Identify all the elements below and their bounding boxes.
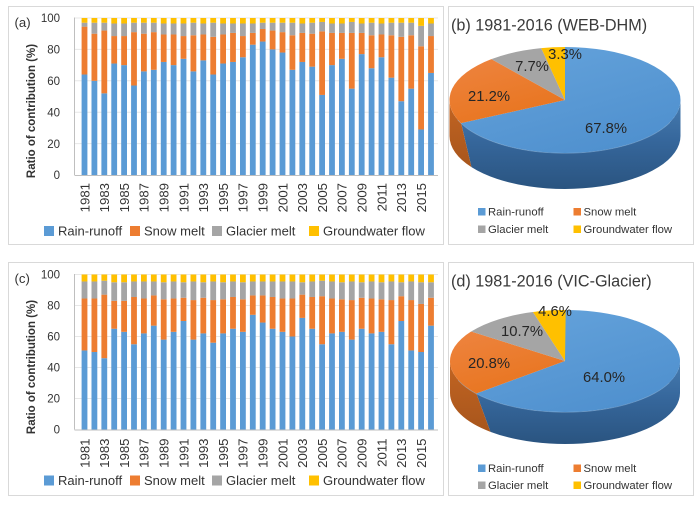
svg-text:Groundwater flow: Groundwater flow xyxy=(584,480,673,492)
svg-text:Glacier melt: Glacier melt xyxy=(226,224,296,239)
svg-text:2007: 2007 xyxy=(335,183,350,212)
svg-text:40: 40 xyxy=(47,107,60,119)
svg-text:Glacier melt: Glacier melt xyxy=(488,480,549,492)
svg-text:100: 100 xyxy=(41,270,60,282)
svg-text:80: 80 xyxy=(47,301,60,313)
svg-text:2011: 2011 xyxy=(374,183,389,211)
svg-text:Glacier melt: Glacier melt xyxy=(226,473,296,488)
svg-text:2013: 2013 xyxy=(394,183,409,212)
svg-text:1995: 1995 xyxy=(216,439,231,468)
svg-text:64.0%: 64.0% xyxy=(583,370,625,386)
svg-text:Groundwater flow: Groundwater flow xyxy=(323,224,425,239)
svg-text:Rain-runoff: Rain-runoff xyxy=(488,207,545,219)
svg-text:1985: 1985 xyxy=(117,439,132,468)
svg-text:20: 20 xyxy=(47,394,60,406)
svg-text:7.7%: 7.7% xyxy=(515,59,549,75)
svg-text:1987: 1987 xyxy=(137,439,152,468)
svg-text:2001: 2001 xyxy=(275,439,290,468)
svg-text:100: 100 xyxy=(41,13,60,25)
svg-text:2009: 2009 xyxy=(355,183,370,212)
svg-text:2011: 2011 xyxy=(374,439,389,467)
svg-text:Snow melt: Snow melt xyxy=(144,224,205,239)
svg-text:Rain-runoff: Rain-runoff xyxy=(58,224,122,239)
svg-text:1999: 1999 xyxy=(256,183,271,212)
svg-text:Snow melt: Snow melt xyxy=(144,473,205,488)
svg-text:(a): (a) xyxy=(15,15,31,30)
svg-text:Snow melt: Snow melt xyxy=(584,463,638,475)
svg-text:2013: 2013 xyxy=(394,439,409,468)
svg-text:21.2%: 21.2% xyxy=(468,89,510,105)
svg-text:1997: 1997 xyxy=(236,439,251,468)
svg-text:2001: 2001 xyxy=(275,183,290,212)
svg-text:Ratio of contribution (%): Ratio of contribution (%) xyxy=(26,44,38,178)
svg-text:Rain-runoff: Rain-runoff xyxy=(58,473,122,488)
svg-text:(c): (c) xyxy=(15,271,30,286)
svg-text:2003: 2003 xyxy=(295,439,310,468)
svg-text:1983: 1983 xyxy=(97,183,112,212)
svg-text:Snow melt: Snow melt xyxy=(584,207,638,219)
svg-text:10.7%: 10.7% xyxy=(501,324,543,340)
svg-text:2003: 2003 xyxy=(295,183,310,212)
svg-text:1989: 1989 xyxy=(157,439,172,468)
svg-text:Groundwater flow: Groundwater flow xyxy=(323,473,425,488)
svg-text:20.8%: 20.8% xyxy=(468,356,510,372)
svg-text:1981: 1981 xyxy=(77,439,92,468)
svg-text:1981: 1981 xyxy=(77,183,92,212)
svg-text:1993: 1993 xyxy=(196,439,211,468)
svg-text:0: 0 xyxy=(54,425,60,437)
svg-text:Ratio of contribution (%): Ratio of contribution (%) xyxy=(26,300,38,434)
svg-text:2005: 2005 xyxy=(315,183,330,212)
svg-text:1991: 1991 xyxy=(176,183,191,212)
svg-text:(b) 1981-2016 (WEB-DHM): (b) 1981-2016 (WEB-DHM) xyxy=(451,17,647,35)
svg-text:2015: 2015 xyxy=(414,439,429,468)
svg-text:1993: 1993 xyxy=(196,183,211,212)
svg-text:Groundwater flow: Groundwater flow xyxy=(584,224,673,236)
svg-text:1995: 1995 xyxy=(216,183,231,212)
svg-text:60: 60 xyxy=(47,76,60,88)
svg-text:1991: 1991 xyxy=(176,439,191,468)
svg-text:2007: 2007 xyxy=(335,439,350,468)
svg-text:Rain-runoff: Rain-runoff xyxy=(488,463,545,475)
svg-text:Glacier melt: Glacier melt xyxy=(488,224,549,236)
svg-text:60: 60 xyxy=(47,332,60,344)
svg-text:3.3%: 3.3% xyxy=(548,47,582,63)
svg-text:0: 0 xyxy=(54,170,60,182)
svg-text:1985: 1985 xyxy=(117,183,132,212)
svg-text:1983: 1983 xyxy=(97,439,112,468)
svg-text:40: 40 xyxy=(47,363,60,375)
svg-text:80: 80 xyxy=(47,45,60,57)
svg-text:67.8%: 67.8% xyxy=(585,121,627,137)
svg-text:2015: 2015 xyxy=(414,183,429,212)
svg-text:4.6%: 4.6% xyxy=(538,304,572,320)
svg-text:2009: 2009 xyxy=(355,439,370,468)
svg-text:2005: 2005 xyxy=(315,439,330,468)
svg-text:(d) 1981-2016 (VIC-Glacier): (d) 1981-2016 (VIC-Glacier) xyxy=(451,273,652,291)
svg-text:1989: 1989 xyxy=(157,183,172,212)
svg-text:1999: 1999 xyxy=(256,439,271,468)
svg-text:20: 20 xyxy=(47,139,60,151)
svg-text:1987: 1987 xyxy=(137,183,152,212)
svg-text:1997: 1997 xyxy=(236,183,251,212)
